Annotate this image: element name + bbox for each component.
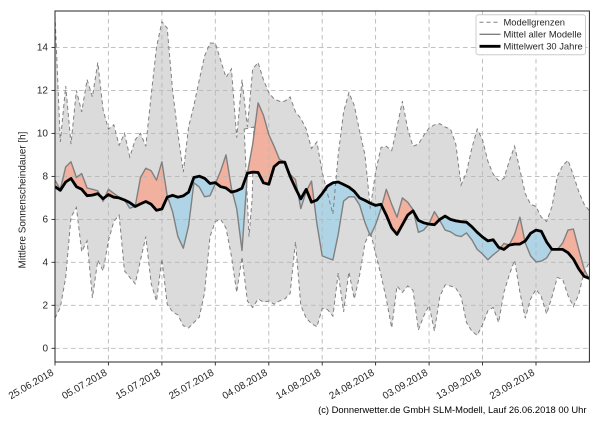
svg-text:10: 10 bbox=[37, 128, 49, 139]
svg-text:0: 0 bbox=[42, 343, 48, 354]
svg-text:Mittelwert 30 Jahre: Mittelwert 30 Jahre bbox=[504, 40, 583, 51]
svg-text:2: 2 bbox=[42, 300, 48, 311]
svg-text:4: 4 bbox=[42, 257, 48, 268]
svg-text:Mittlere Sonnenscheindauer [h]: Mittlere Sonnenscheindauer [h] bbox=[18, 131, 29, 268]
svg-text:14: 14 bbox=[37, 42, 49, 53]
svg-text:(c) Donnerwetter.de GmbH SLM-M: (c) Donnerwetter.de GmbH SLM-Modell, Lau… bbox=[318, 404, 586, 415]
svg-text:Mittel aller Modelle: Mittel aller Modelle bbox=[504, 28, 582, 39]
svg-text:8: 8 bbox=[42, 171, 48, 182]
svg-text:12: 12 bbox=[37, 85, 49, 96]
svg-text:6: 6 bbox=[42, 214, 48, 225]
svg-text:Modellgrenzen: Modellgrenzen bbox=[504, 16, 566, 27]
